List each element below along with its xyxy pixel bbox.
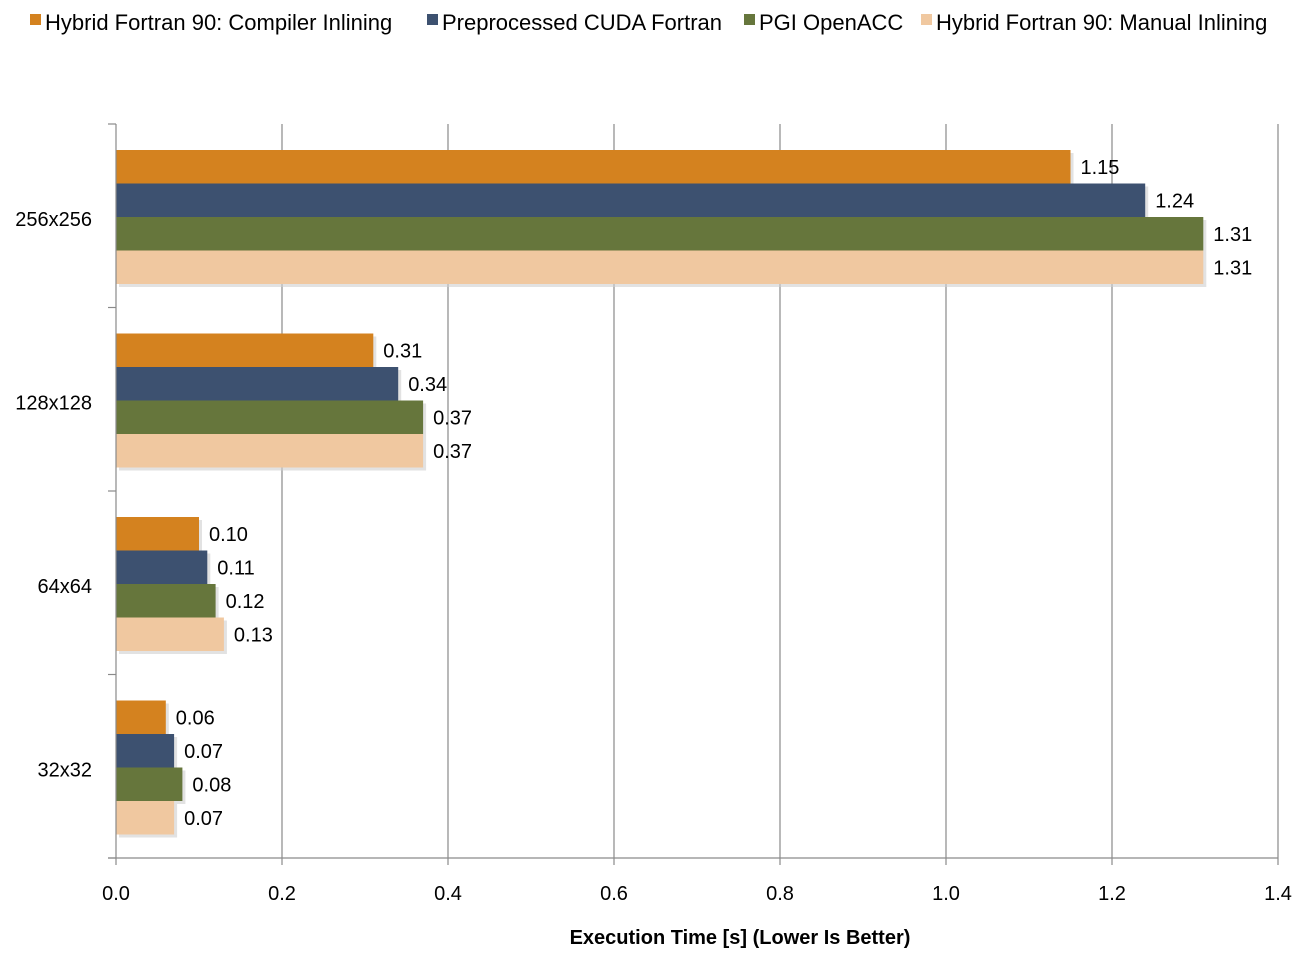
data-label: 1.31: [1213, 257, 1252, 279]
legend-swatch: [427, 14, 438, 25]
x-tick-label: 1.0: [932, 883, 960, 905]
bar: [116, 517, 199, 551]
category-label: 128x128: [15, 392, 92, 414]
bar: [116, 150, 1071, 184]
data-label: 1.24: [1155, 190, 1194, 212]
bar: [116, 434, 424, 468]
legend-label: Hybrid Fortran 90: Compiler Inlining: [45, 10, 392, 35]
legend-swatch: [30, 14, 41, 25]
legend-swatch: [744, 14, 755, 25]
data-label: 0.37: [433, 441, 472, 463]
data-label: 0.37: [433, 407, 472, 429]
legend: Hybrid Fortran 90: Compiler Inlining Prep…: [30, 10, 1267, 35]
axes: [108, 123, 1279, 865]
bar: [116, 183, 1146, 217]
bar: [116, 734, 175, 768]
legend-label: Preprocessed CUDA Fortran: [442, 10, 722, 35]
x-tick-label: 0.2: [268, 883, 296, 905]
data-label: 1.15: [1081, 157, 1120, 179]
data-label: 0.07: [184, 808, 223, 830]
bar: [116, 217, 1204, 251]
x-axis-label: Execution Time [s] (Lower Is Better): [570, 927, 911, 949]
data-label: 0.31: [383, 340, 422, 362]
data-label: 0.12: [226, 591, 265, 613]
legend-swatch: [921, 14, 932, 25]
data-label: 0.34: [408, 374, 447, 396]
data-label: 0.07: [184, 741, 223, 763]
category-label: 256x256: [15, 209, 92, 231]
bar: [116, 550, 208, 584]
data-label: 0.06: [176, 707, 215, 729]
bar: [116, 400, 424, 434]
bars: [116, 150, 1207, 838]
data-label: 1.31: [1213, 224, 1252, 246]
bar: [116, 367, 399, 401]
category-label: 32x32: [38, 759, 93, 781]
bar: [116, 801, 175, 835]
category-label: 64x64: [38, 576, 93, 598]
bar: [116, 333, 374, 367]
bar: [116, 700, 166, 734]
data-label: 0.13: [234, 624, 273, 646]
x-tick-label: 0.6: [600, 883, 628, 905]
legend-label: PGI OpenACC: [759, 10, 903, 35]
data-label: 0.08: [192, 774, 231, 796]
data-label: 0.11: [217, 557, 254, 579]
bar: [116, 767, 183, 801]
x-tick-label: 1.2: [1098, 883, 1126, 905]
bar: [116, 250, 1204, 284]
x-tick-label: 0.4: [434, 883, 462, 905]
legend-label: Hybrid Fortran 90: Manual Inlining: [936, 10, 1267, 35]
x-tick-label: 0.8: [766, 883, 794, 905]
x-tick-label: 0.0: [102, 883, 130, 905]
bar: [116, 617, 224, 651]
labels: 0.0 0.2 0.4 0.6 0.8 1.0 1.2 1.4 1.15 1.24 1.31 1.31…: [15, 157, 1292, 905]
bar: [116, 584, 216, 618]
data-label: 0.10: [209, 524, 248, 546]
x-tick-label: 1.4: [1264, 883, 1292, 905]
